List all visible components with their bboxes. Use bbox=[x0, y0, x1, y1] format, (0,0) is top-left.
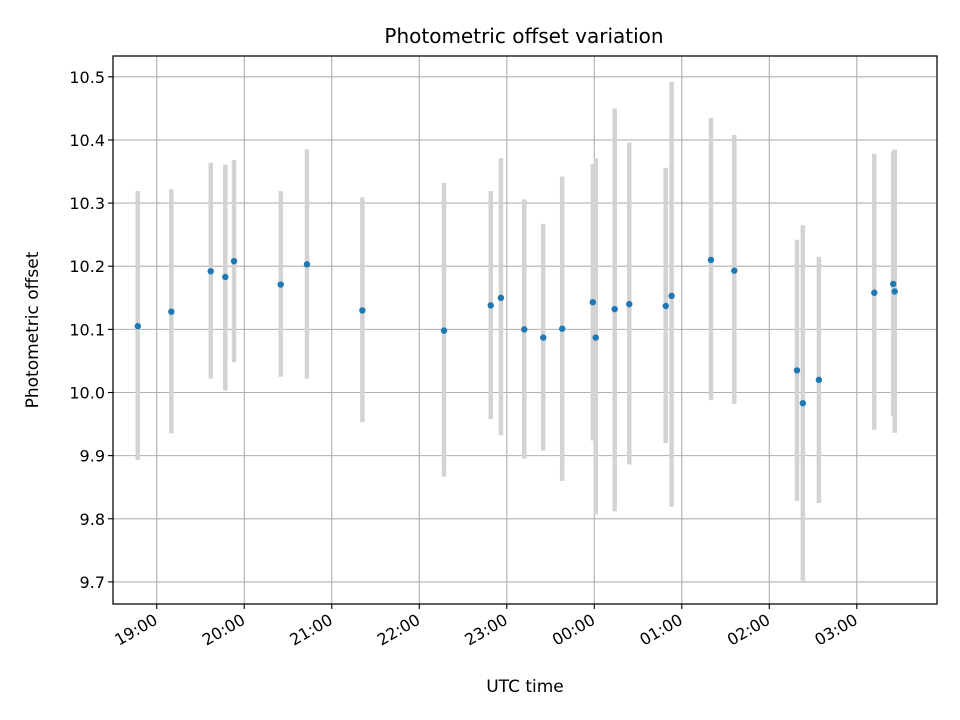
y-axis-title: Photometric offset bbox=[23, 251, 43, 408]
data-point bbox=[589, 299, 597, 306]
y-tick-label: 10.0 bbox=[69, 384, 105, 403]
data-point bbox=[871, 289, 878, 296]
data-point bbox=[558, 325, 566, 332]
data-point bbox=[222, 273, 229, 281]
data-point bbox=[707, 256, 715, 264]
data-point bbox=[359, 307, 366, 314]
y-tick-label: 10.3 bbox=[69, 194, 105, 213]
data-point bbox=[497, 294, 505, 302]
data-point bbox=[134, 323, 141, 330]
data-point bbox=[815, 376, 823, 384]
data-point bbox=[799, 400, 807, 407]
data-point bbox=[230, 257, 238, 265]
data-point bbox=[540, 334, 547, 341]
data-point bbox=[626, 300, 633, 308]
data-point bbox=[168, 308, 175, 315]
data-point bbox=[611, 305, 618, 313]
data-point bbox=[891, 288, 898, 295]
data-point bbox=[662, 302, 669, 310]
x-axis-title: UTC time bbox=[486, 677, 564, 697]
data-point bbox=[277, 281, 284, 288]
data-point bbox=[592, 334, 599, 341]
y-tick-label: 10.4 bbox=[69, 131, 105, 150]
data-points bbox=[134, 256, 898, 407]
data-point bbox=[207, 268, 214, 275]
data-point bbox=[793, 367, 801, 374]
data-point bbox=[890, 280, 897, 288]
data-point bbox=[731, 267, 738, 274]
data-point bbox=[440, 327, 448, 334]
y-tick-label: 9.9 bbox=[80, 447, 105, 466]
plot-frame bbox=[112, 55, 938, 605]
y-tick-label: 10.1 bbox=[69, 320, 105, 339]
chart-title: Photometric offset variation bbox=[384, 24, 663, 48]
y-tick-label: 10.5 bbox=[69, 68, 105, 87]
y-axis: 9.7 9.8 9.9 10.0 10.1 10.2 10.3 10.4 10.5 bbox=[69, 68, 113, 592]
data-point bbox=[487, 302, 494, 309]
data-point bbox=[668, 292, 675, 300]
y-tick-label: 10.2 bbox=[69, 257, 105, 276]
y-tick-label: 9.8 bbox=[80, 510, 105, 529]
data-point bbox=[303, 261, 311, 268]
data-point bbox=[521, 326, 528, 333]
y-tick-label: 9.7 bbox=[80, 573, 105, 592]
